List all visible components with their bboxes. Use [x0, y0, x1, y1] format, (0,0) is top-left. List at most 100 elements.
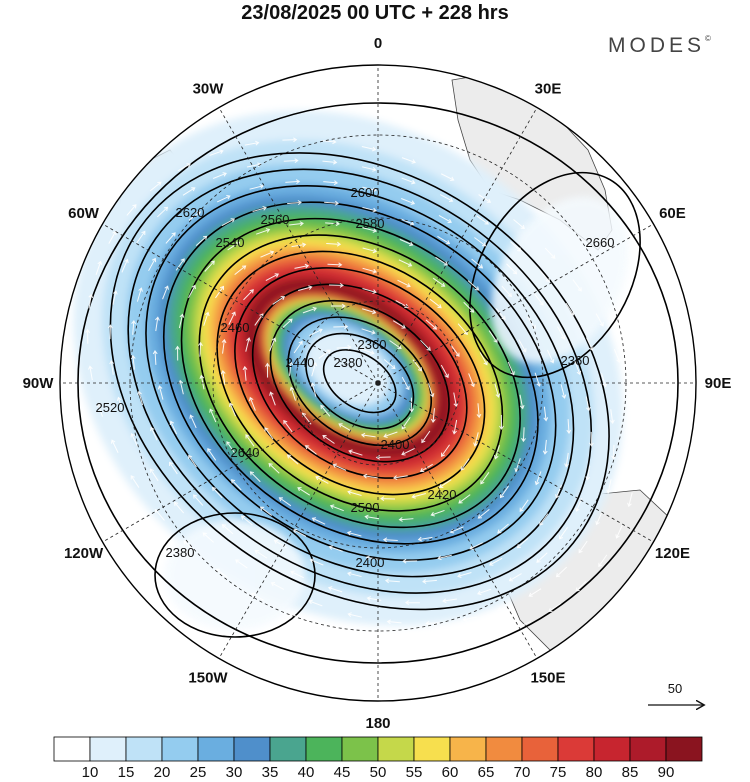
longitude-label: 0 — [374, 35, 382, 52]
wind-vector — [606, 479, 612, 494]
wind-vector — [155, 316, 160, 332]
wind-vector — [362, 247, 378, 254]
wind-vector — [169, 420, 178, 435]
longitude-label: 90W — [23, 375, 55, 392]
colorbar-swatch — [521, 736, 559, 762]
wind-vector — [548, 603, 561, 612]
wind-vector — [173, 501, 185, 514]
wind-vector — [289, 386, 296, 401]
colorbar-tick-label: 15 — [118, 764, 135, 781]
colorbar-swatch — [557, 736, 595, 762]
wind-vector — [409, 397, 415, 413]
wind-vector — [116, 396, 123, 411]
wind-vector — [539, 513, 549, 526]
longitude-label: 150W — [188, 669, 228, 686]
wind-vector — [149, 181, 162, 192]
wind-vector — [528, 588, 542, 597]
wind-vector — [260, 250, 275, 258]
wind-vector — [422, 579, 437, 584]
wind-vector — [555, 566, 568, 578]
svg-text:2400: 2400 — [356, 555, 385, 570]
wind-vector — [323, 180, 339, 186]
wind-vector — [215, 285, 225, 299]
svg-text:2540: 2540 — [216, 235, 245, 250]
wind-vector — [227, 241, 241, 251]
wind-vector — [311, 517, 326, 525]
wind-vector — [221, 524, 234, 535]
colorbar-tick-label: 30 — [226, 764, 243, 781]
wind-vector — [420, 339, 431, 351]
wind-vector — [430, 408, 436, 424]
wind-vector — [421, 430, 431, 444]
wind-vector — [360, 432, 376, 438]
wind-vector — [432, 277, 446, 287]
height-contour-high-east — [469, 171, 641, 379]
longitude-label: 30W — [193, 81, 225, 98]
wind-vector — [362, 227, 378, 233]
colorbar-swatch — [269, 736, 307, 762]
wind-vector — [249, 471, 261, 483]
wind-vector — [445, 640, 461, 646]
wind-vector — [272, 296, 286, 305]
wind-vector — [382, 537, 398, 543]
colorbar-tick-label: 40 — [298, 764, 315, 781]
wind-vector — [517, 621, 531, 629]
wind-vector — [462, 616, 478, 622]
wind-vector — [235, 559, 248, 569]
wind-vector — [453, 392, 459, 408]
wind-vector — [478, 194, 492, 203]
meridian-5 — [377, 382, 538, 659]
reference-vector-label: 50 — [668, 681, 682, 696]
wind-vector — [441, 444, 450, 457]
contour-labels: 2360238024002420244024602500252025402560… — [96, 185, 615, 570]
wind-vector — [283, 419, 293, 433]
contour-label: 2600 — [351, 185, 380, 200]
longitude-label: 30E — [535, 81, 562, 98]
wind-vector — [398, 517, 414, 522]
wind-vector — [404, 600, 420, 606]
wind-vector — [560, 384, 567, 399]
wind-vector — [474, 237, 487, 247]
longitude-label: 60E — [659, 205, 686, 222]
contour-label: 2500 — [351, 500, 380, 515]
wind-vector — [425, 319, 438, 330]
wind-vector — [412, 359, 423, 372]
wind-vector — [450, 344, 460, 357]
wind-vector — [521, 427, 526, 443]
wind-vector — [564, 452, 569, 468]
svg-text:2440: 2440 — [286, 355, 315, 370]
copyright-mark: © — [705, 34, 711, 43]
colorbar-swatch — [53, 736, 91, 762]
wind-vector — [516, 538, 529, 549]
wind-vector — [482, 633, 498, 640]
meridian-10 — [102, 223, 379, 384]
colorbar: 10 15 20 25 30 35 40 45 50 55 60 65 70 75 80 85 90 — [53, 736, 703, 781]
wind-vector — [362, 186, 377, 193]
colorbar-swatch — [161, 736, 199, 762]
wind-vector — [130, 354, 136, 370]
colorbar-swatch — [341, 736, 379, 762]
wind-vector — [192, 494, 204, 506]
wind-vector — [269, 391, 276, 406]
wind-vector — [361, 328, 376, 335]
wind-vector — [252, 206, 267, 213]
height-contour-high-west — [154, 512, 316, 638]
wind-vector — [506, 263, 518, 275]
longitude-label: 150E — [530, 669, 565, 686]
wind-vector — [501, 285, 512, 298]
wind-vector — [458, 494, 471, 504]
contour-label: 2380 — [166, 545, 195, 560]
wind-vector — [613, 349, 621, 364]
wind-vector — [578, 540, 588, 554]
wind-vector — [347, 612, 363, 618]
wind-vector — [327, 262, 343, 268]
wind-vector — [360, 348, 375, 355]
wind-vector — [85, 328, 91, 344]
wind-vector — [469, 542, 483, 550]
svg-text:2640: 2640 — [231, 445, 260, 460]
wind-vector — [539, 270, 551, 283]
wind-vector — [437, 554, 452, 561]
wind-vector — [429, 298, 442, 309]
wind-vector — [310, 382, 317, 397]
wind-vector — [542, 439, 548, 455]
